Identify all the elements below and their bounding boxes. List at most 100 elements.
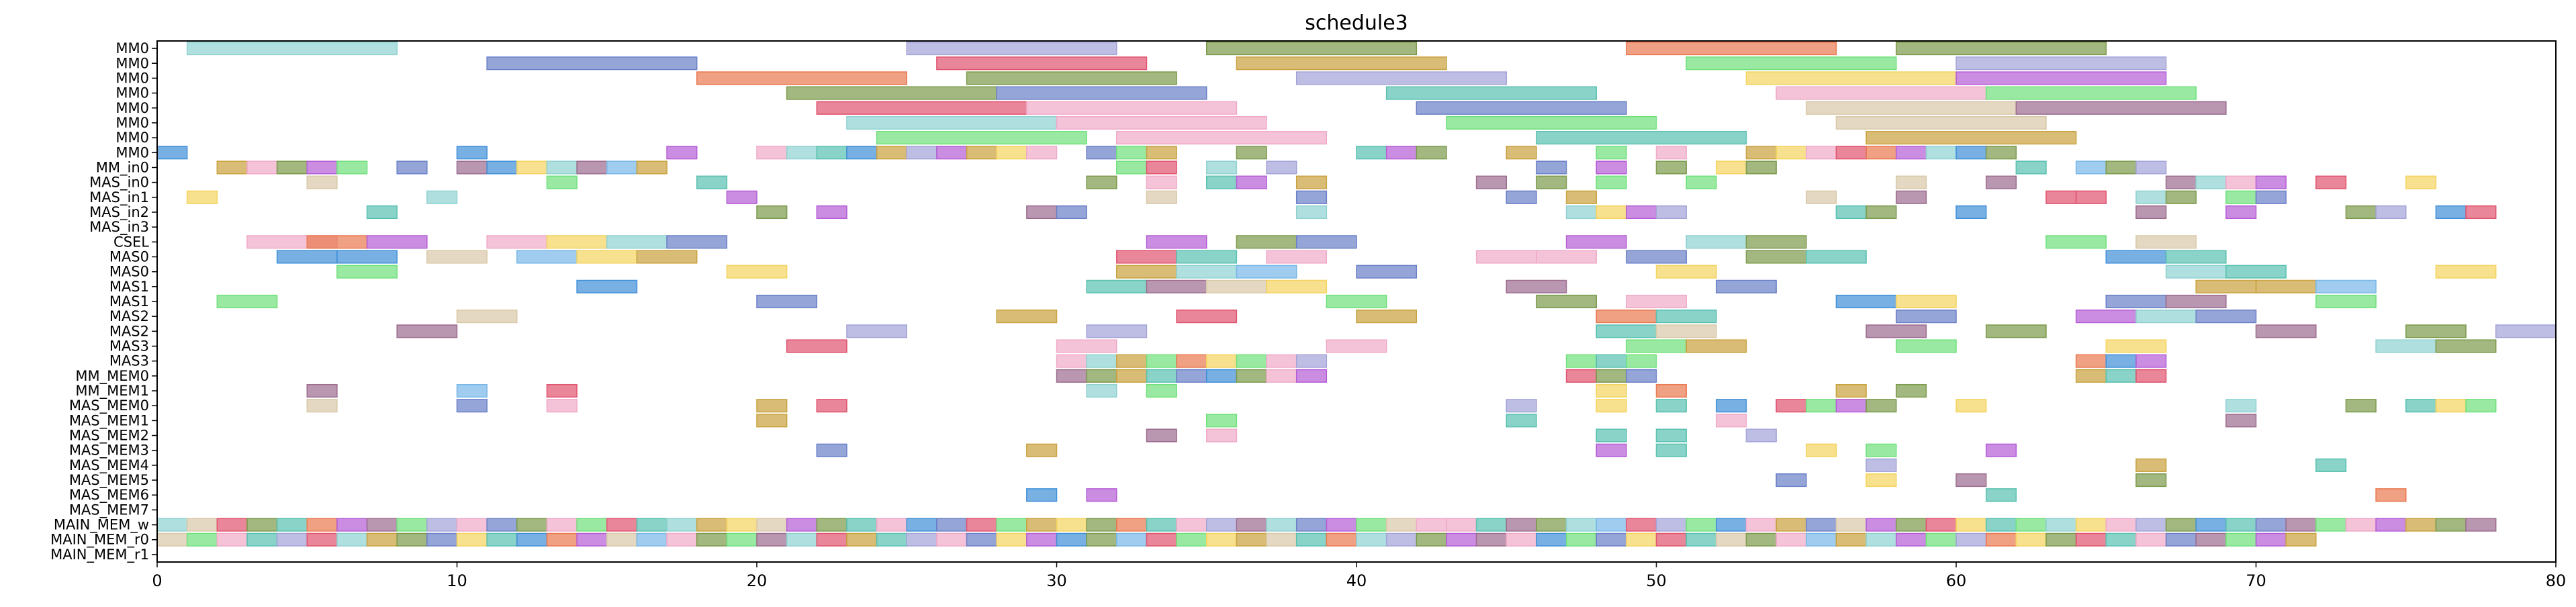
schedule-bar (2375, 488, 2407, 502)
schedule-bar (1506, 190, 1537, 204)
schedule-bar (426, 250, 488, 264)
schedule-bar (1806, 443, 1837, 457)
schedule-bar (1536, 518, 1567, 532)
schedule-bar (1236, 235, 1297, 249)
schedule-bar (1895, 146, 1927, 160)
schedule-bar (1925, 532, 1957, 547)
schedule-bar (1295, 175, 1328, 189)
y-tick-labels: MM0MM0MM0MM0MM0MM0MM0MM0MM_in0MAS_in0MAS… (50, 40, 157, 563)
schedule-bar (2405, 175, 2437, 189)
schedule-bar (1596, 369, 1627, 383)
schedule-bar (216, 160, 248, 175)
schedule-bar (2105, 294, 2167, 309)
schedule-bar (1686, 235, 1747, 249)
schedule-bar (2435, 205, 2467, 220)
schedule-bar (786, 86, 997, 100)
schedule-bar (2165, 250, 2227, 264)
schedule-bar (2105, 339, 2167, 353)
schedule-bar (1506, 414, 1537, 428)
y-tick-label: MAS_in2 (89, 204, 149, 221)
schedule-bar (1176, 310, 1238, 324)
schedule-bar (2165, 518, 2197, 532)
schedule-bar (1596, 175, 1627, 189)
schedule-bar (426, 190, 458, 204)
schedule-bar (1776, 86, 1987, 100)
x-tick-labels: 0 10 20 30 40 50 60 70 80 (152, 562, 2566, 590)
x-tick-label: 20 (747, 571, 768, 590)
schedule-bar (1745, 518, 1777, 532)
schedule-bar (1596, 354, 1627, 368)
schedule-bar (1776, 146, 1807, 160)
schedule-bar (1596, 428, 1627, 442)
schedule-bar (966, 532, 997, 547)
schedule-bar (1146, 383, 1177, 398)
y-tick-label: MAS2 (109, 323, 149, 339)
schedule-bar (516, 518, 548, 532)
schedule-bar (1895, 339, 1957, 353)
schedule-bar (1596, 518, 1627, 532)
schedule-bar (1206, 414, 1238, 428)
x-tick-label: 10 (447, 571, 467, 590)
schedule-bar (1565, 354, 1597, 368)
schedule-bar (1236, 354, 1267, 368)
schedule-bar (606, 235, 668, 249)
schedule-bar (1086, 518, 1117, 532)
schedule-bar (1086, 488, 1117, 502)
schedule-bar (1236, 56, 1447, 71)
schedule-bar (1626, 354, 1657, 368)
schedule-bar (1565, 532, 1597, 547)
schedule-bar (336, 160, 368, 175)
schedule-bar (1866, 473, 1897, 487)
schedule-bar (1116, 532, 1148, 547)
schedule-bar (1416, 146, 1447, 160)
y-tick-label: CSEL (113, 234, 149, 250)
schedule-bar (186, 532, 218, 547)
schedule-bar (2285, 518, 2317, 532)
schedule-bar (1026, 443, 1058, 457)
y-tick-label: MAS0 (109, 264, 149, 280)
schedule-bar (2315, 175, 2347, 189)
schedule-bar (1745, 532, 1777, 547)
schedule-bar (2225, 518, 2257, 532)
schedule-bar (786, 146, 818, 160)
schedule-bar (696, 518, 728, 532)
schedule-bar (486, 160, 518, 175)
schedule-bar (876, 518, 907, 532)
schedule-bar (1026, 488, 1058, 502)
schedule-bar (1835, 399, 1867, 413)
schedule-bar (2105, 532, 2137, 547)
y-tick-label: MAS1 (109, 279, 149, 295)
schedule-bar (1116, 265, 1177, 279)
schedule-bar (966, 146, 997, 160)
schedule-bar (816, 101, 1027, 115)
schedule-bar (1956, 532, 1987, 547)
schedule-bar (696, 175, 728, 189)
schedule-bar (1086, 354, 1117, 368)
schedule-bar (156, 518, 188, 532)
schedule-bar (846, 115, 1058, 130)
schedule-bar (1655, 532, 1687, 547)
schedule-bar (1146, 532, 1177, 547)
y-tick-label: MAS_MEM4 (69, 457, 149, 474)
schedule-bar (1056, 354, 1087, 368)
schedule-bar (636, 532, 668, 547)
schedule-bar (1745, 428, 1777, 442)
schedule-bar (2075, 518, 2107, 532)
y-tick-label: MAIN_MEM_r1 (50, 547, 149, 563)
schedule-bar (2195, 532, 2227, 547)
schedule-bar (576, 518, 608, 532)
schedule-bar (1686, 56, 1897, 71)
chart-title: schedule3 (1305, 11, 1408, 35)
schedule-bar (336, 250, 398, 264)
schedule-bar (2165, 294, 2227, 309)
schedule-bar (1446, 532, 1477, 547)
schedule-bar (1026, 205, 1058, 220)
schedule-bar (2225, 399, 2257, 413)
schedule-bar (1626, 518, 1657, 532)
schedule-bar (1895, 294, 1957, 309)
schedule-bar (906, 42, 1117, 56)
schedule-bar (1596, 532, 1627, 547)
schedule-bar (2165, 265, 2227, 279)
schedule-bar (456, 160, 488, 175)
schedule-bar (696, 71, 907, 85)
